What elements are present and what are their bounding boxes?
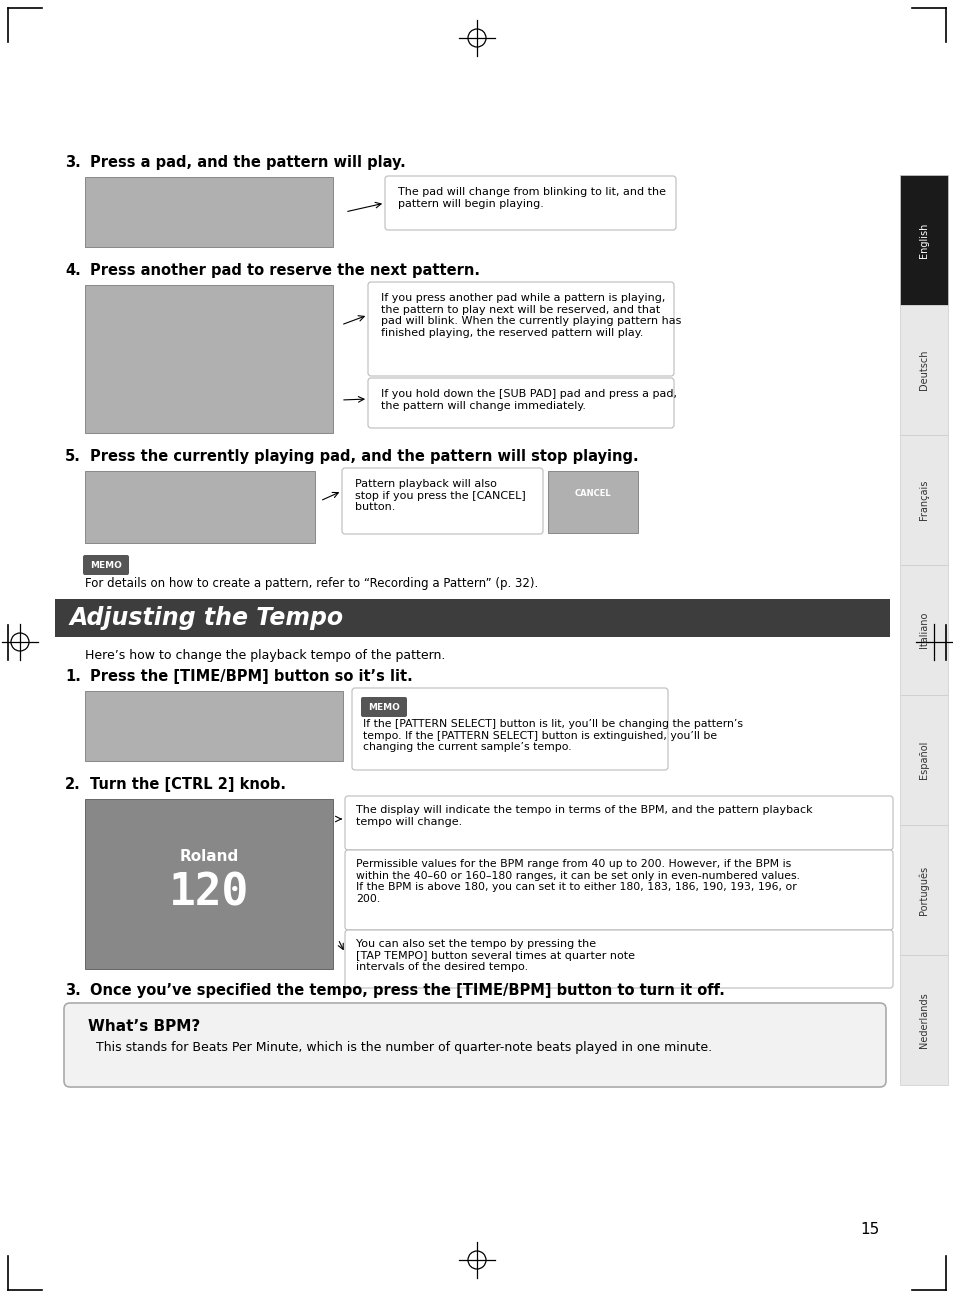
Text: Press the [TIME/BPM] button so it’s lit.: Press the [TIME/BPM] button so it’s lit. [90,668,413,684]
Text: Português: Português [918,866,928,915]
FancyBboxPatch shape [83,556,129,575]
FancyBboxPatch shape [85,691,343,761]
FancyBboxPatch shape [368,282,673,376]
FancyBboxPatch shape [368,378,673,428]
Text: If the [PATTERN SELECT] button is lit, you’ll be changing the pattern’s
tempo. I: If the [PATTERN SELECT] button is lit, y… [363,719,742,753]
Text: This stands for Beats Per Minute, which is the number of quarter-note beats play: This stands for Beats Per Minute, which … [96,1041,711,1054]
Text: 120: 120 [169,871,249,914]
Text: Roland: Roland [179,849,238,864]
FancyBboxPatch shape [85,177,333,247]
FancyBboxPatch shape [899,565,947,694]
Text: You can also set the tempo by pressing the
[TAP TEMPO] button several times at q: You can also set the tempo by pressing t… [355,938,635,972]
Text: English: English [918,222,928,258]
Text: Once you’ve specified the tempo, press the [TIME/BPM] button to turn it off.: Once you’ve specified the tempo, press t… [90,983,724,998]
Text: 4.: 4. [65,263,81,278]
Text: Español: Español [918,741,928,779]
Text: 2.: 2. [65,778,81,792]
FancyBboxPatch shape [85,471,314,543]
Text: 5.: 5. [65,449,81,463]
FancyBboxPatch shape [352,688,667,770]
Text: The display will indicate the tempo in terms of the BPM, and the pattern playbac: The display will indicate the tempo in t… [355,805,812,827]
Text: Adjusting the Tempo: Adjusting the Tempo [70,606,344,630]
Text: MEMO: MEMO [368,702,399,711]
FancyBboxPatch shape [899,305,947,435]
FancyBboxPatch shape [55,598,889,637]
FancyBboxPatch shape [547,471,638,533]
FancyBboxPatch shape [345,850,892,929]
FancyBboxPatch shape [85,800,333,970]
Text: Press the currently playing pad, and the pattern will stop playing.: Press the currently playing pad, and the… [90,449,638,463]
FancyBboxPatch shape [899,694,947,826]
FancyBboxPatch shape [899,175,947,305]
Text: If you press another pad while a pattern is playing,
the pattern to play next wi: If you press another pad while a pattern… [380,293,680,337]
Text: Deutsch: Deutsch [918,349,928,391]
Text: Here’s how to change the playback tempo of the pattern.: Here’s how to change the playback tempo … [85,649,445,662]
Text: Italiano: Italiano [918,611,928,648]
Text: Permissible values for the BPM range from 40 up to 200. However, if the BPM is
w: Permissible values for the BPM range fro… [355,859,800,903]
FancyBboxPatch shape [345,929,892,988]
FancyBboxPatch shape [385,177,676,230]
Text: If you hold down the [SUB PAD] pad and press a pad,
the pattern will change imme: If you hold down the [SUB PAD] pad and p… [380,389,677,410]
Text: What’s BPM?: What’s BPM? [88,1019,200,1035]
Text: Press another pad to reserve the next pattern.: Press another pad to reserve the next pa… [90,263,479,278]
Text: For details on how to create a pattern, refer to “Recording a Pattern” (p. 32).: For details on how to create a pattern, … [85,578,537,591]
FancyBboxPatch shape [341,469,542,533]
Text: Nederlands: Nederlands [918,992,928,1047]
FancyBboxPatch shape [899,826,947,955]
FancyBboxPatch shape [360,697,407,716]
Text: 3.: 3. [65,154,81,170]
Text: Pattern playback will also
stop if you press the [CANCEL]
button.: Pattern playback will also stop if you p… [355,479,525,513]
Text: 3.: 3. [65,983,81,998]
Text: The pad will change from blinking to lit, and the
pattern will begin playing.: The pad will change from blinking to lit… [397,187,665,209]
FancyBboxPatch shape [85,286,333,434]
Text: Press a pad, and the pattern will play.: Press a pad, and the pattern will play. [90,154,405,170]
FancyBboxPatch shape [345,796,892,850]
FancyBboxPatch shape [899,435,947,565]
FancyBboxPatch shape [899,955,947,1085]
Text: Français: Français [918,480,928,520]
Text: 1.: 1. [65,668,81,684]
Text: 15: 15 [860,1223,879,1237]
FancyBboxPatch shape [64,1003,885,1086]
Text: CANCEL: CANCEL [574,489,611,498]
Text: MEMO: MEMO [90,561,122,570]
Text: Turn the [CTRL 2] knob.: Turn the [CTRL 2] knob. [90,778,286,792]
